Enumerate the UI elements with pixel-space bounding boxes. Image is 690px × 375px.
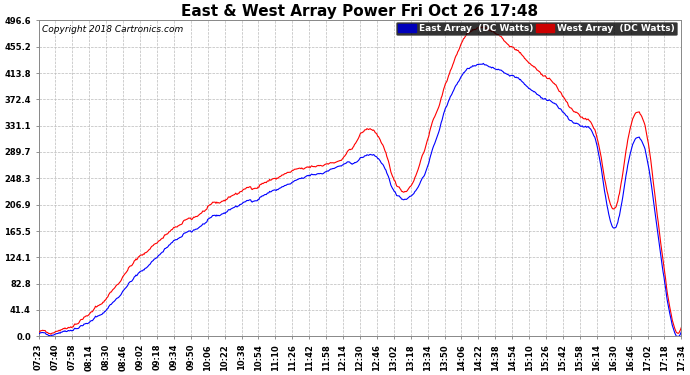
Title: East & West Array Power Fri Oct 26 17:48: East & West Array Power Fri Oct 26 17:48 bbox=[181, 4, 538, 19]
Legend: East Array  (DC Watts), West Array  (DC Watts): East Array (DC Watts), West Array (DC Wa… bbox=[396, 22, 677, 35]
Text: Copyright 2018 Cartronics.com: Copyright 2018 Cartronics.com bbox=[42, 25, 183, 34]
